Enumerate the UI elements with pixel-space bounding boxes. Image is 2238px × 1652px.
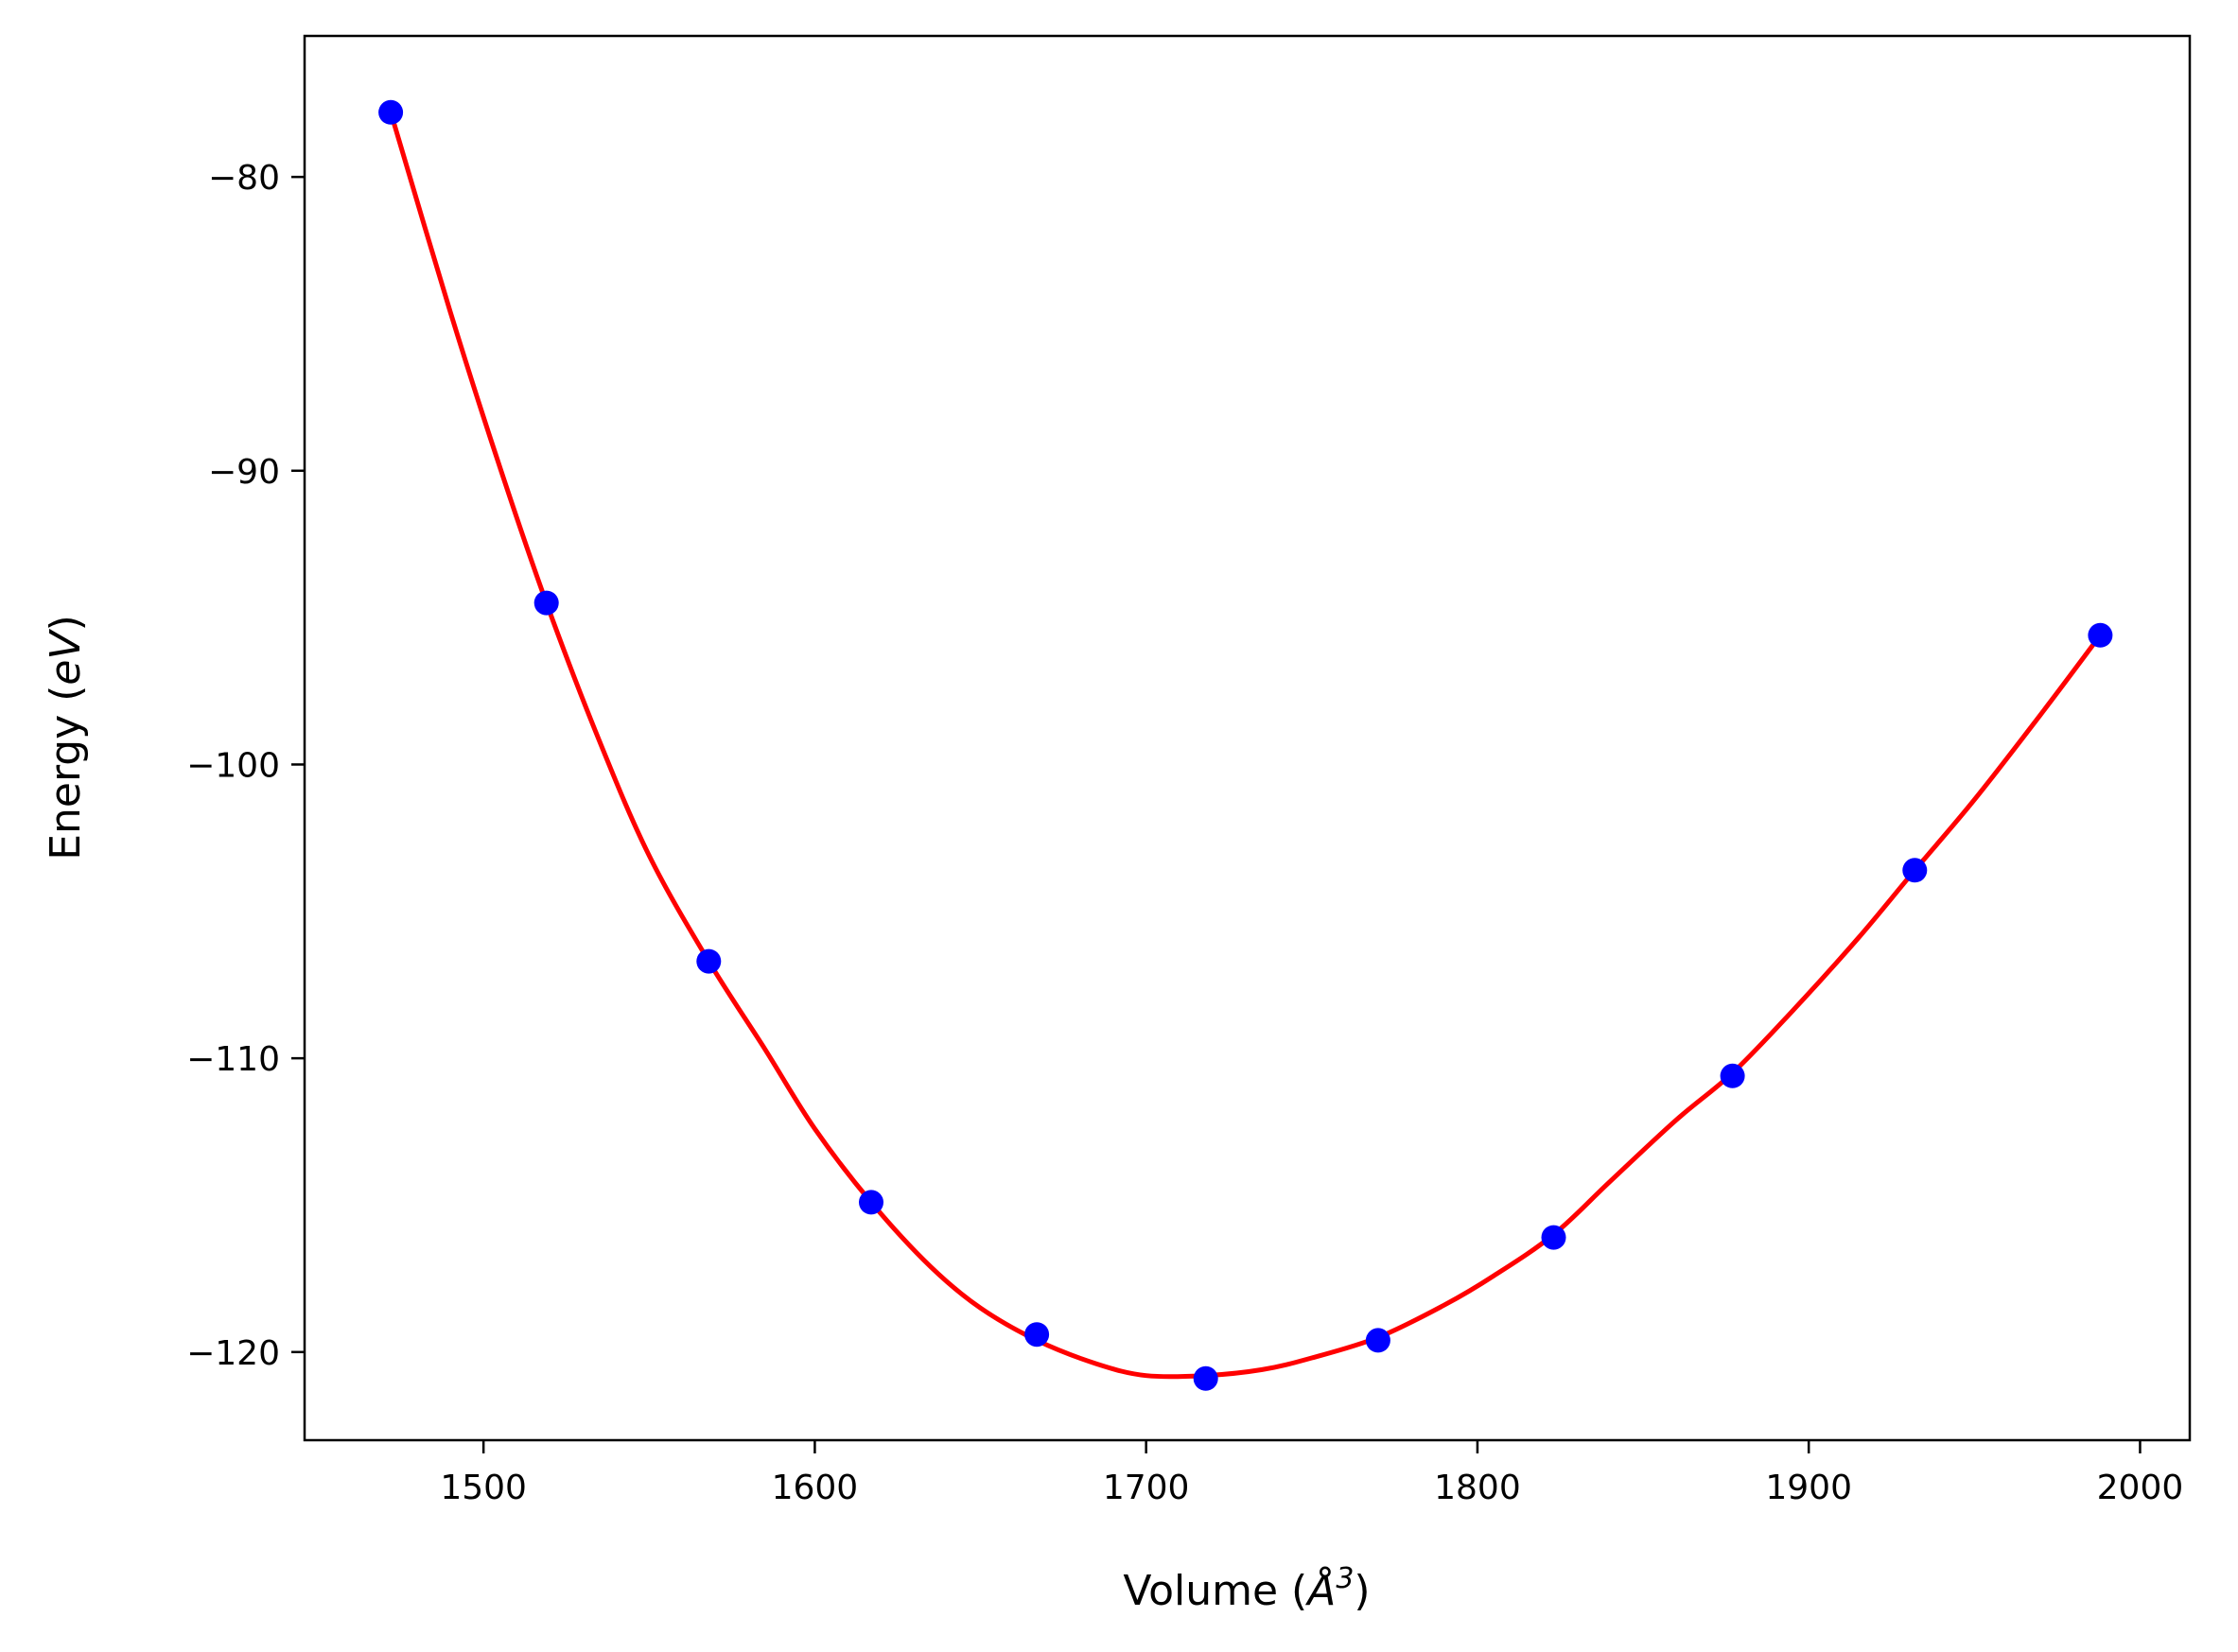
x-axis-label: Volume (Å3) [1123, 1562, 1370, 1615]
y-axis-ticks: −80 −90 −100 −110 −120 [186, 159, 305, 1373]
x-axis-label-symbol: Å [1304, 1565, 1336, 1615]
x-tick-label: 1500 [440, 1469, 527, 1507]
x-tick-label: 1600 [772, 1469, 859, 1507]
x-tick-label: 2000 [2097, 1469, 2184, 1507]
plot-frame [303, 34, 2192, 1442]
data-point [533, 590, 559, 616]
x-tick-label: 1800 [1434, 1469, 1521, 1507]
plot-area [305, 36, 2190, 1440]
y-tick-label: −110 [186, 1040, 280, 1079]
fit-curve-line [388, 112, 2103, 1380]
y-axis-label-prefix: Energy ( [42, 686, 90, 861]
x-axis-label-superscript: 3 [1336, 1562, 1354, 1595]
data-point [1024, 1322, 1050, 1348]
data-point [696, 948, 722, 974]
data-point [1193, 1365, 1218, 1391]
y-axis-label-suffix: ) [42, 615, 90, 631]
data-point [2088, 622, 2113, 648]
data-point [378, 99, 404, 125]
data-points-layer [378, 99, 2113, 1391]
x-axis-label-prefix: Volume ( [1123, 1567, 1307, 1615]
y-tick-label: −100 [186, 746, 280, 785]
data-point [1365, 1328, 1390, 1353]
x-axis-label-suffix: ) [1354, 1567, 1370, 1615]
data-point [1541, 1225, 1566, 1250]
data-point [1902, 858, 1928, 883]
y-axis-label-unit: eV [42, 629, 90, 686]
data-point [1720, 1063, 1745, 1088]
data-point [859, 1190, 883, 1215]
y-axis-label: Energy (eV) [42, 615, 90, 861]
x-axis-ticks: 1500 1600 1700 1800 1900 2000 [440, 1440, 2183, 1507]
fit-curve-layer [388, 112, 2103, 1380]
y-tick-label: −80 [208, 159, 280, 198]
x-tick-label: 1900 [1765, 1469, 1852, 1507]
y-tick-label: −90 [208, 453, 280, 492]
x-tick-label: 1700 [1103, 1469, 1190, 1507]
y-tick-label: −120 [186, 1334, 280, 1373]
